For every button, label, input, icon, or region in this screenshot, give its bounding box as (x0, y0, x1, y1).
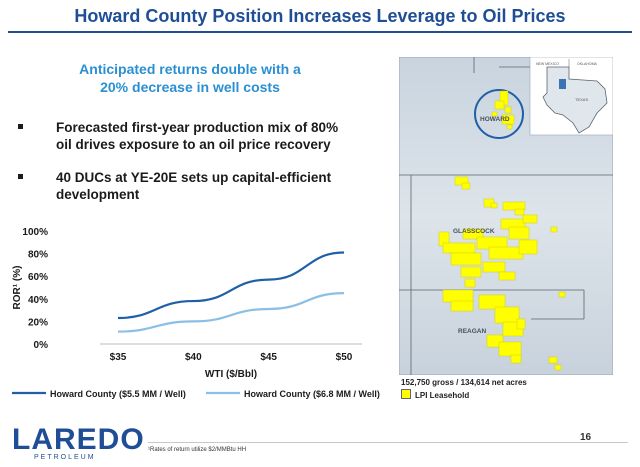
logo-wordmark: LAREDO (12, 423, 145, 456)
leasehold-glasscock (438, 176, 566, 298)
title-divider (8, 31, 632, 33)
company-logo: LAREDO PETROLEUM (12, 423, 145, 462)
inset-label-nm: NEW MEXICO (536, 62, 559, 66)
legend-label-1: Howard County ($5.5 MM / Well) (50, 389, 186, 399)
x-tick-label: $35 (110, 352, 127, 363)
leasehold-howard (491, 90, 515, 130)
bullet-2-line-2: development (56, 187, 140, 202)
leasehold-legend-label: LPI Leasehold (415, 391, 470, 400)
bullet-square-icon (18, 174, 23, 179)
texas-inset-map: NEW MEXICO OKLAHOMA TEXAS (529, 57, 613, 136)
page-number: 16 (580, 432, 592, 443)
map-label-howard: HOWARD (480, 116, 510, 123)
bullet-1-line-2: oil drives exposure to an oil price reco… (56, 137, 331, 152)
footer-divider (148, 442, 628, 443)
y-tick-label: 100% (22, 227, 48, 238)
y-tick-label: 60% (28, 272, 48, 283)
bullet-2-line-1: 40 DUCs at YE-20E sets up capital-effici… (56, 170, 332, 185)
subheading-line-1: Anticipated returns double with a (79, 61, 301, 77)
x-tick-label: $40 (185, 352, 202, 363)
y-axis-label: ROR¹ (%) (12, 266, 23, 310)
x-tick-label: $45 (260, 352, 277, 363)
y-tick-label: 80% (28, 250, 48, 261)
subheading-line-2: 20% decrease in well costs (100, 79, 280, 95)
bullet-1-line-1: Forecasted first-year production mix of … (56, 120, 339, 135)
subheading: Anticipated returns double with a 20% de… (60, 60, 320, 96)
footnote: ¹Rates of return utilize $2/MMBtu HH (148, 447, 247, 453)
bullet-square-icon (18, 124, 23, 129)
x-tick-label: $50 (336, 352, 353, 363)
map-label-reagan: REAGAN (458, 328, 486, 335)
inset-label-ok: OKLAHOMA (577, 62, 598, 66)
inset-label-tx: TEXAS (575, 97, 588, 102)
logo-subtitle: PETROLEUM (34, 454, 96, 461)
slide-title: Howard County Position Increases Leverag… (74, 6, 566, 26)
y-tick-label: 0% (34, 340, 49, 351)
legend-label-2: Howard County ($6.8 MM / Well) (244, 389, 380, 399)
series-line-2 (117, 292, 345, 333)
howard-highlight-circle (474, 89, 524, 139)
series-line-1 (117, 251, 345, 320)
map-label-glasscock: GLASSCOCK (453, 228, 495, 235)
leasehold-swatch (401, 389, 411, 399)
ror-line-chart: 0% 20% 40% 60% 80% 100% $35 $40 $45 $50 WTI ($/Bbl… (12, 227, 380, 399)
leasehold-legend: LPI Leasehold (401, 389, 469, 400)
x-axis-label: WTI ($/Bbl) (205, 369, 257, 380)
leasehold-reagan (442, 289, 562, 371)
y-tick-label: 20% (28, 317, 48, 328)
y-tick-label: 40% (28, 295, 48, 306)
acreage-summary: 152,750 gross / 134,614 net acres (401, 378, 527, 387)
acreage-map: HOWARD GLASSCOCK REAGAN NEW MEXICO OKLAH… (399, 57, 613, 375)
